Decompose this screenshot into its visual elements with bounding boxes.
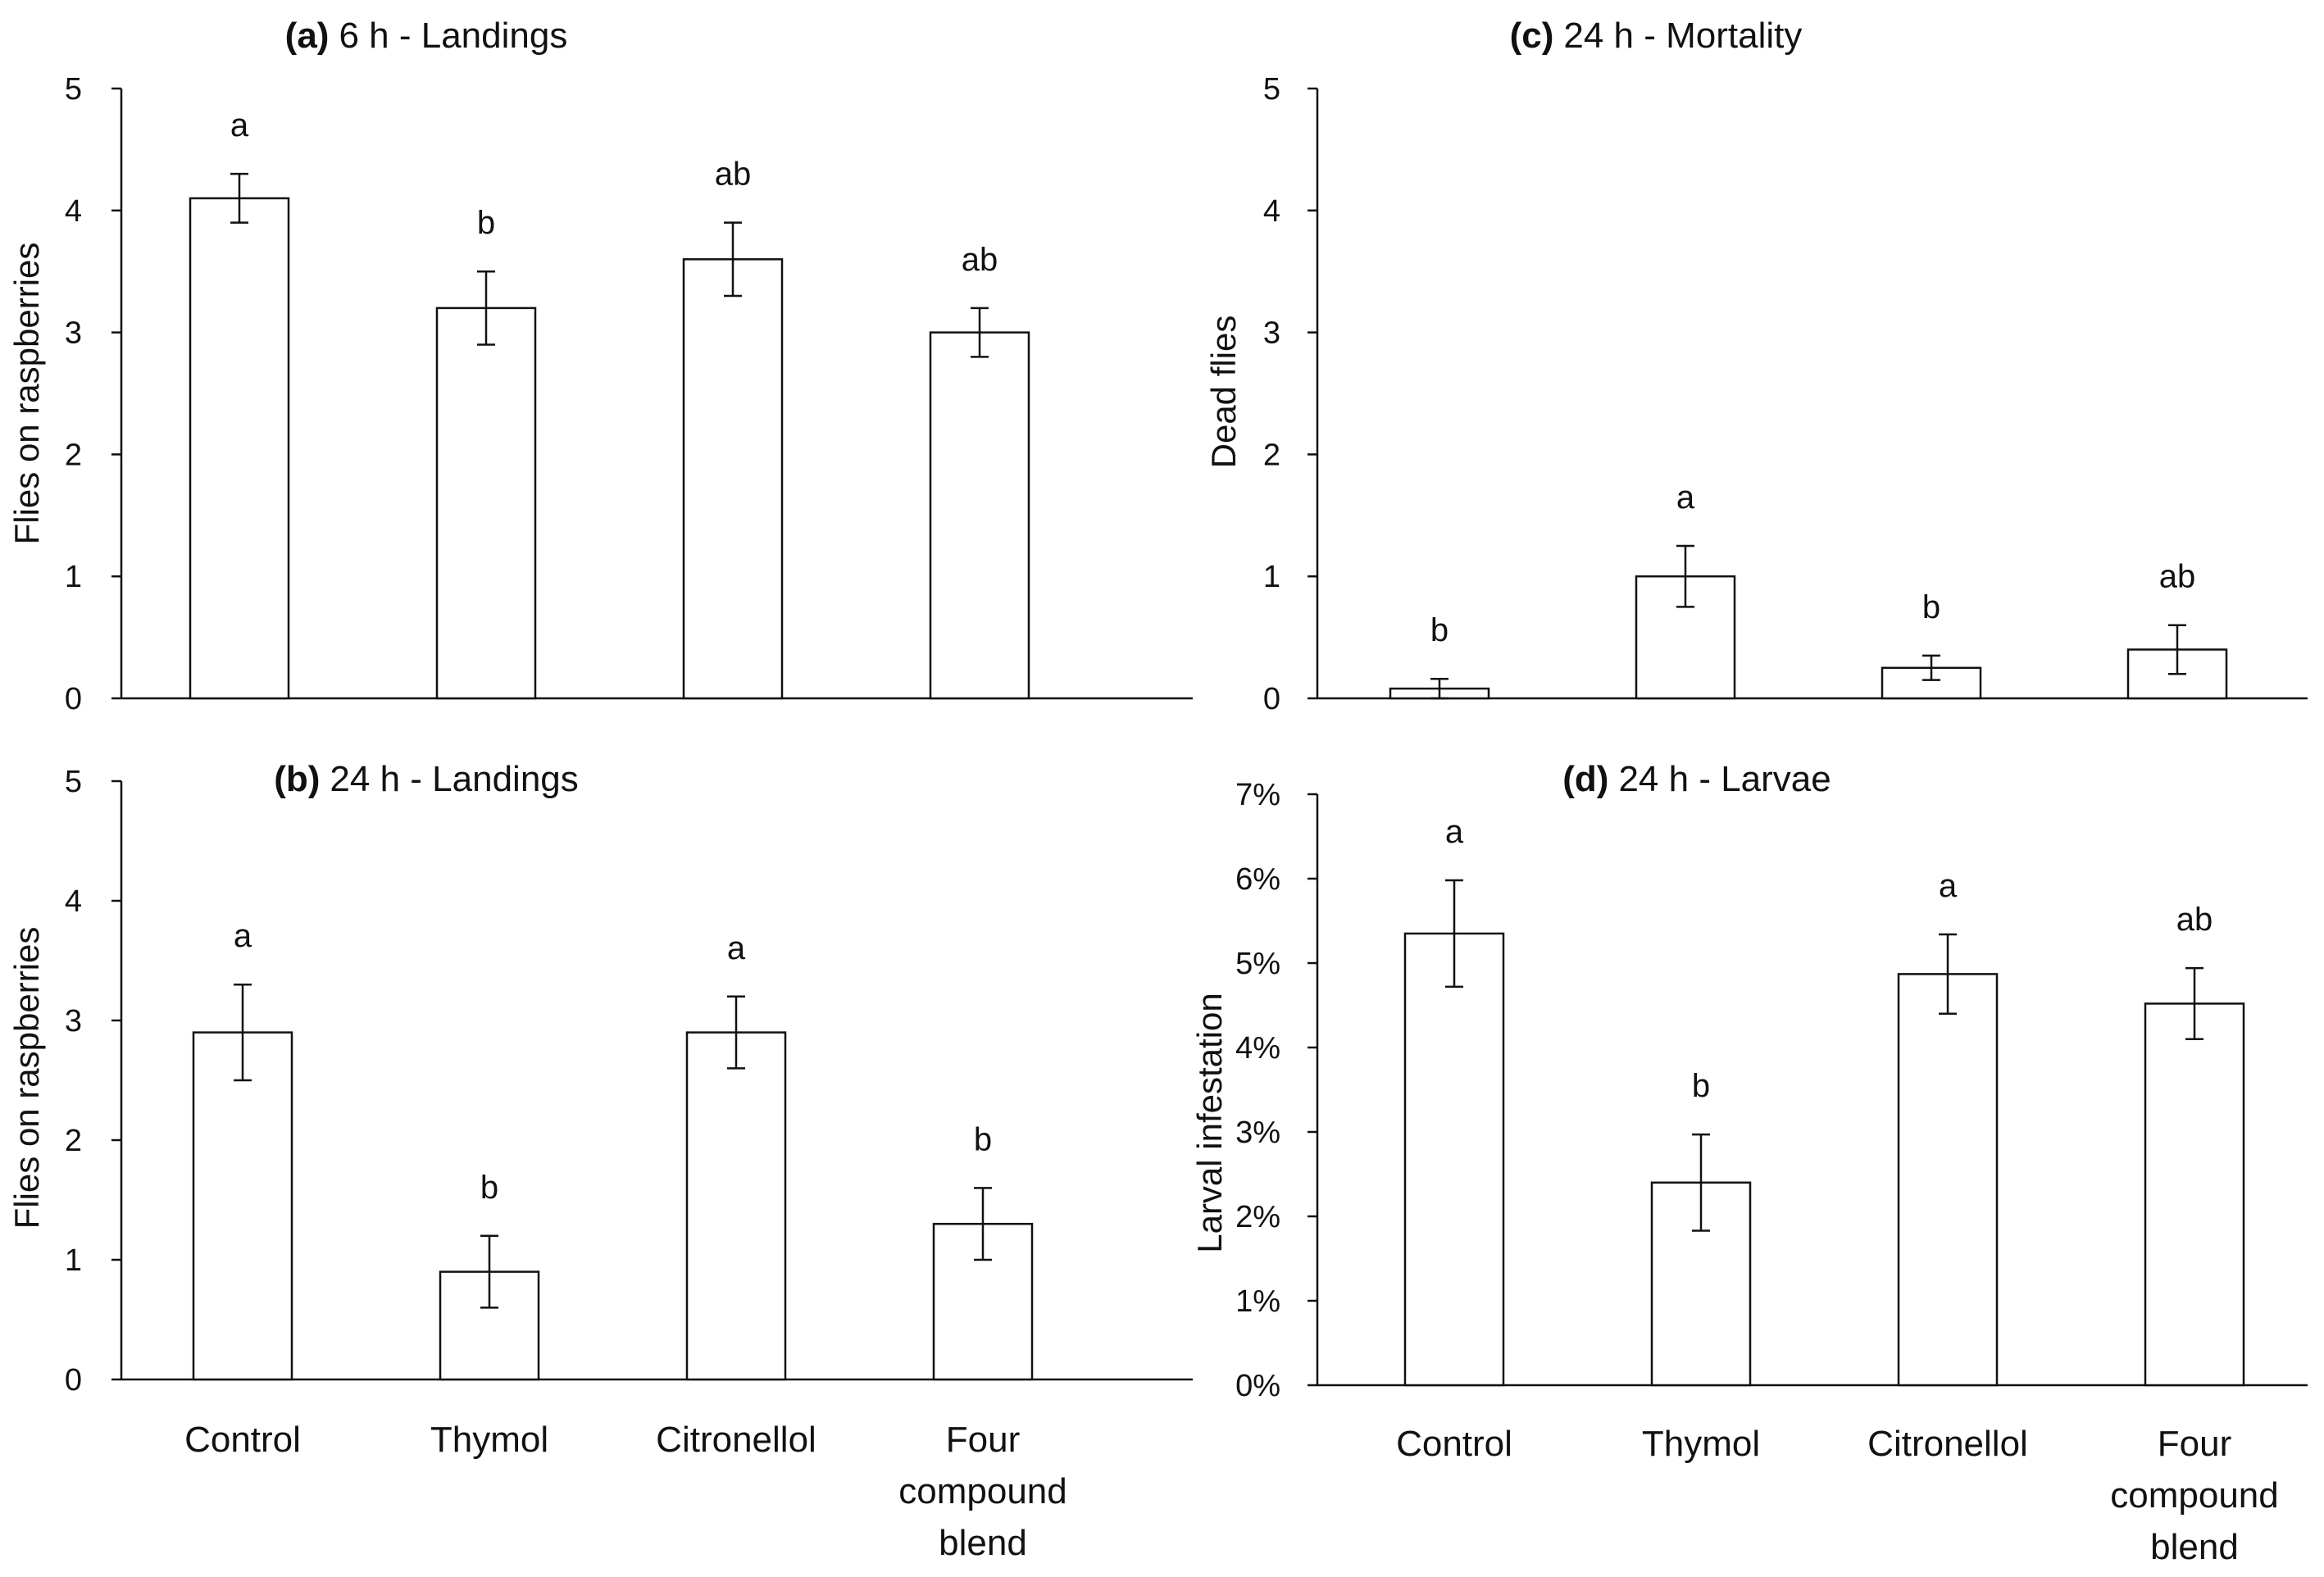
panel-d-y-tick-label: 0% — [1235, 1369, 1280, 1403]
category-label: Four compound blend — [898, 1420, 1066, 1563]
panel-b-title-text: 24 h - Landings — [330, 759, 578, 799]
category-label-line: Thymol — [1642, 1424, 1760, 1464]
panel-a-title-letter: (a) — [285, 16, 330, 56]
panel-a: (a) 6 h - Landings Flies on raspberries 0… — [7, 16, 1193, 716]
category-label-line: blend — [939, 1523, 1027, 1563]
category-labels-right: Control Thymol Citronellol Four compound blen… — [1396, 1424, 2279, 1567]
panel-a-significance-label: a — [230, 107, 249, 143]
category-label-line: compound — [898, 1471, 1066, 1511]
category-label: Citronellol — [1867, 1424, 2028, 1464]
panel-b-y-tick-label: 5 — [65, 765, 82, 799]
category-label: Four compound blend — [2110, 1424, 2278, 1567]
panel-b: (b) 24 h - Landings Flies on raspberries … — [7, 759, 1193, 1397]
panel-b-significance-label: b — [974, 1121, 992, 1157]
panel-c-y-tick-label: 5 — [1263, 72, 1280, 107]
category-label-line: Citronellol — [1867, 1424, 2028, 1464]
panel-a-title: (a) 6 h - Landings — [285, 16, 568, 56]
panel-a-y-tick-label: 0 — [65, 682, 82, 716]
panel-c-title-letter: (c) — [1510, 16, 1554, 56]
category-label-line: Control — [1396, 1424, 1512, 1464]
panel-b-y-axis-label: Flies on raspberries — [7, 927, 46, 1229]
panel-d-bar — [2144, 1002, 2245, 1387]
panel-b-significance-label: a — [234, 918, 252, 954]
panel-c: (c) 24 h - Mortality Dead flies 012345bab… — [1204, 16, 2308, 716]
category-label: Thymol — [1642, 1424, 1760, 1464]
panel-c-significance-label: b — [1430, 612, 1449, 648]
panel-d-y-tick-label: 4% — [1235, 1031, 1280, 1066]
panel-c-title-text: 24 h - Mortality — [1563, 16, 1802, 56]
panel-b-bar — [685, 1031, 787, 1381]
category-label-line: Four — [946, 1420, 1020, 1460]
panel-d-bar — [1897, 973, 1999, 1387]
category-label-line: compound — [2110, 1475, 2278, 1516]
panel-d-significance-label: a — [1939, 868, 1958, 904]
panel-c-y-tick-label: 1 — [1263, 560, 1280, 594]
panel-b-y-tick-label: 2 — [65, 1124, 82, 1158]
panel-d-y-tick-label: 6% — [1235, 862, 1280, 897]
panel-d-y-tick-label: 2% — [1235, 1200, 1280, 1234]
panel-a-bar — [682, 258, 784, 700]
panel-c-y-axis-label: Dead flies — [1204, 316, 1243, 469]
panel-a-bar — [435, 307, 537, 700]
panel-a-y-tick-label: 4 — [65, 194, 82, 229]
category-label: Thymol — [430, 1420, 548, 1460]
panel-a-y-tick-label: 5 — [65, 72, 82, 107]
category-label-line: blend — [2150, 1527, 2239, 1567]
panel-c-significance-label: ab — [2159, 559, 2196, 595]
panel-b-significance-label: b — [480, 1170, 498, 1206]
panel-b-title: (b) 24 h - Landings — [274, 759, 579, 799]
panel-b-y-tick-label: 4 — [65, 884, 82, 919]
panel-c-bar — [1635, 575, 1736, 700]
panel-c-significance-label: a — [1676, 479, 1695, 516]
panel-b-y-tick-label: 0 — [65, 1363, 82, 1397]
panel-a-y-axis-label: Flies on raspberries — [7, 243, 46, 545]
panel-c-y-tick-label: 0 — [1263, 682, 1280, 716]
panel-d-significance-label: a — [1445, 814, 1464, 850]
panel-b-bar — [192, 1031, 293, 1381]
panel-d-y-axis-label: Larval infestation — [1190, 993, 1229, 1253]
category-label-line: Control — [184, 1420, 301, 1460]
category-label-line: Citronellol — [656, 1420, 816, 1460]
panel-c-y-tick-label: 3 — [1263, 316, 1280, 351]
category-label: Citronellol — [656, 1420, 816, 1460]
panel-d-y-tick-label: 3% — [1235, 1116, 1280, 1150]
panel-b-title-letter: (b) — [274, 759, 320, 799]
panel-b-plot-area: 0 1 2 3 4 5 a b a b — [65, 765, 1193, 1397]
panel-a-bar — [929, 331, 1030, 700]
category-label: Control — [184, 1420, 301, 1460]
panel-a-significance-label: b — [477, 205, 495, 241]
panel-d-title-letter: (d) — [1562, 759, 1608, 799]
panel-c-y-tick-label: 2 — [1263, 438, 1280, 472]
category-label-line: Thymol — [430, 1420, 548, 1460]
panel-a-significance-label: ab — [962, 242, 998, 278]
category-label-line: Four — [2158, 1424, 2231, 1464]
panel-b-y-tick-label: 1 — [65, 1243, 82, 1278]
panel-a-significance-label: ab — [715, 157, 752, 193]
panel-d-significance-label: b — [1692, 1068, 1710, 1104]
panel-d-title: (d) 24 h - Larvae — [1562, 759, 1831, 799]
panel-b-y-tick-label: 3 — [65, 1004, 82, 1038]
panel-b-significance-label: a — [727, 930, 746, 966]
panel-a-title-text: 6 h - Landings — [339, 16, 567, 56]
panel-d-y-tick-label: 1% — [1235, 1284, 1280, 1319]
panel-d-y-tick-label: 7% — [1235, 778, 1280, 812]
panel-d-title-text: 24 h - Larvae — [1618, 759, 1831, 799]
panel-d-significance-label: ab — [2176, 902, 2213, 938]
panel-d: (d) 24 h - Larvae Larval infestation 0% 1%… — [1190, 759, 2308, 1403]
panel-c-title: (c) 24 h - Mortality — [1510, 16, 1803, 56]
panel-a-y-tick-label: 3 — [65, 316, 82, 351]
category-label: Control — [1396, 1424, 1512, 1464]
category-labels-left: Control Thymol Citronellol Four compound blen… — [184, 1420, 1067, 1563]
panel-c-y-tick-label: 4 — [1263, 194, 1280, 229]
panel-a-y-tick-label: 1 — [65, 560, 82, 594]
panel-a-bar — [189, 197, 290, 700]
panel-a-y-tick-label: 2 — [65, 438, 82, 472]
panel-c-significance-label: b — [1922, 589, 1940, 625]
panel-d-y-tick-label: 5% — [1235, 947, 1280, 981]
panel-d-bar — [1403, 932, 1505, 1387]
